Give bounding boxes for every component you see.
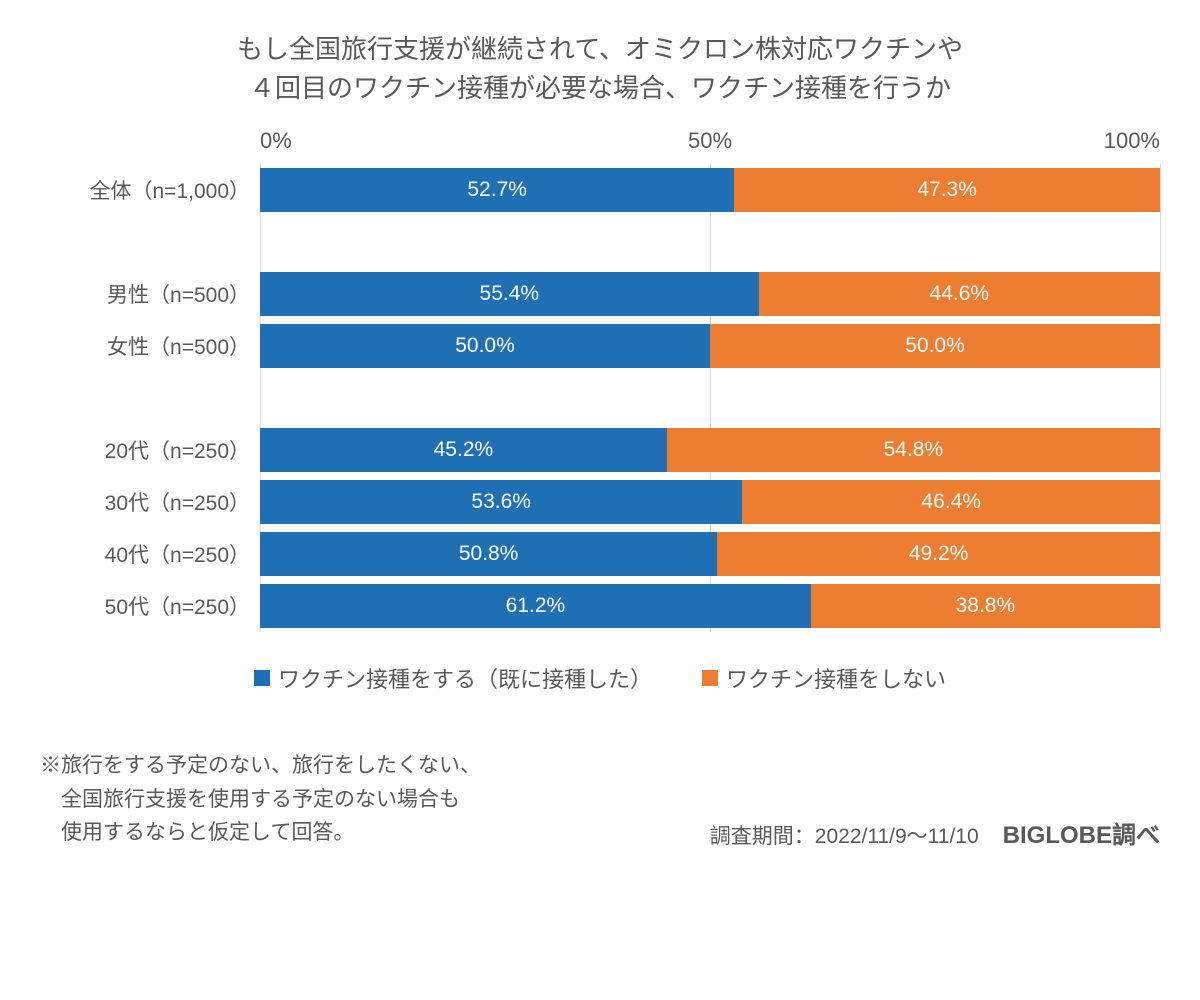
legend-label: ワクチン接種をしない: [726, 662, 946, 694]
gridline: [1160, 164, 1161, 632]
bar-segment: 53.6%: [260, 480, 742, 524]
bar-segment: 52.7%: [260, 168, 734, 212]
chart-title: もし全国旅行支援が継続されて、オミクロン株対応ワクチンや ４回目のワクチン接種が…: [40, 30, 1160, 108]
category-label: 男性（n=500）: [40, 279, 260, 309]
axis-spacer: [40, 128, 260, 156]
chart-row: 30代（n=250）53.6%46.4%: [40, 476, 1160, 528]
x-axis: 0% 50% 100%: [40, 128, 1160, 156]
bar-track: 61.2%38.8%: [260, 584, 1160, 628]
bar-segment: 61.2%: [260, 584, 811, 628]
survey-period: 調査期間：2022/11/9～11/10: [710, 820, 979, 850]
footnote: ※旅行をする予定のない、旅行をしたくない、 全国旅行支援を使用する予定のない場合…: [40, 749, 481, 850]
bar-segment: 46.4%: [742, 480, 1160, 524]
chart-container: 0% 50% 100% 全体（n=1,000）52.7%47.3% 男性（n=500）…: [40, 128, 1160, 632]
footer-right: 調査期間：2022/11/9～11/10 BIGLOBE調べ: [710, 815, 1160, 850]
legend-swatch: [702, 670, 718, 686]
bar-segment: 54.8%: [667, 428, 1160, 472]
title-line-2: ４回目のワクチン接種が必要な場合、ワクチン接種を行うか: [249, 73, 951, 103]
chart-row: 男性（n=500）55.4%44.6%: [40, 268, 1160, 320]
bar-segment: 50.0%: [710, 324, 1160, 368]
bar-segment: 55.4%: [260, 272, 759, 316]
category-label: 20代（n=250）: [40, 435, 260, 465]
bar-segment: 47.3%: [734, 168, 1160, 212]
bars-area: 全体（n=1,000）52.7%47.3% 男性（n=500）55.4%44.6%…: [40, 164, 1160, 632]
legend-label: ワクチン接種をする（既に接種した）: [278, 662, 652, 694]
axis-tick: 50%: [688, 128, 732, 154]
bar-segment: 45.2%: [260, 428, 667, 472]
legend: ワクチン接種をする（既に接種した） ワクチン接種をしない: [40, 662, 1160, 694]
bar-track: 53.6%46.4%: [260, 480, 1160, 524]
chart-row: 50代（n=250）61.2%38.8%: [40, 580, 1160, 632]
chart-row: 全体（n=1,000）52.7%47.3%: [40, 164, 1160, 216]
chart-row: 40代（n=250）50.8%49.2%: [40, 528, 1160, 580]
bar-track: 50.8%49.2%: [260, 532, 1160, 576]
footer: ※旅行をする予定のない、旅行をしたくない、 全国旅行支援を使用する予定のない場合…: [40, 749, 1160, 850]
axis-tick: 100%: [1104, 128, 1160, 154]
bar-segment: 50.0%: [260, 324, 710, 368]
bar-track: 52.7%47.3%: [260, 168, 1160, 212]
category-label: 30代（n=250）: [40, 487, 260, 517]
source-label: BIGLOBE調べ: [1003, 815, 1160, 850]
axis-tick: 0%: [260, 128, 292, 154]
category-label: 40代（n=250）: [40, 539, 260, 569]
group-gap: [40, 372, 1160, 424]
category-label: 女性（n=500）: [40, 331, 260, 361]
note-line-2: 全国旅行支援を使用する予定のない場合も: [40, 788, 460, 811]
legend-swatch: [254, 670, 270, 686]
chart-row: 女性（n=500）50.0%50.0%: [40, 320, 1160, 372]
bar-segment: 50.8%: [260, 532, 717, 576]
category-label: 50代（n=250）: [40, 591, 260, 621]
bar-segment: 49.2%: [717, 532, 1160, 576]
note-line-3: 使用するならと仮定して回答。: [40, 821, 354, 844]
chart-row: 20代（n=250）45.2%54.8%: [40, 424, 1160, 476]
legend-item: ワクチン接種をする（既に接種した）: [254, 662, 652, 694]
bar-segment: 38.8%: [811, 584, 1160, 628]
note-line-1: ※旅行をする予定のない、旅行をしたくない、: [40, 754, 481, 777]
axis-ticks: 0% 50% 100%: [260, 128, 1160, 156]
bar-track: 45.2%54.8%: [260, 428, 1160, 472]
category-label: 全体（n=1,000）: [40, 175, 260, 205]
bar-segment: 44.6%: [759, 272, 1160, 316]
title-line-1: もし全国旅行支援が継続されて、オミクロン株対応ワクチンや: [237, 34, 963, 64]
group-gap: [40, 216, 1160, 268]
bar-track: 50.0%50.0%: [260, 324, 1160, 368]
legend-item: ワクチン接種をしない: [702, 662, 946, 694]
bar-track: 55.4%44.6%: [260, 272, 1160, 316]
